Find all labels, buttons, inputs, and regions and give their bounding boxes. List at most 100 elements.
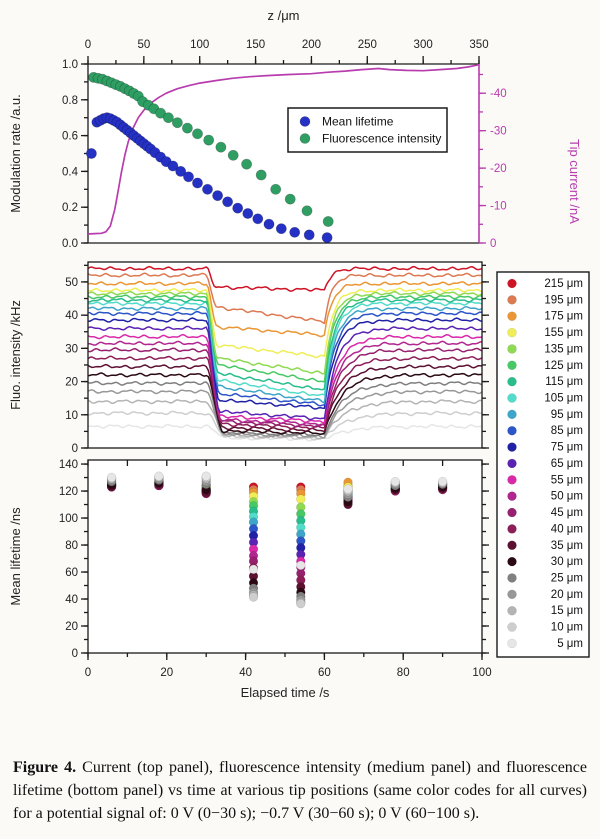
caption-text: Current (top panel), fluorescence intens… <box>13 759 588 823</box>
z-legend-item: 30 μm <box>507 556 583 568</box>
figure-caption: Figure 4. Current (top panel), fluoresce… <box>13 756 587 825</box>
intensity-curve-95μm <box>87 305 483 404</box>
tick-label: 50 μm <box>551 491 583 503</box>
z-legend-item: 175 μm <box>507 311 583 323</box>
tick-label: 140 <box>59 459 78 471</box>
z-legend-item: 135 μm <box>507 343 583 355</box>
tip-current-line <box>87 63 480 235</box>
top-panel <box>88 64 479 243</box>
tick-label: 1.0 <box>62 59 78 71</box>
mean-lifetime-series <box>86 112 333 243</box>
tick-label: 0.6 <box>62 131 78 143</box>
intensity-curve-75μm <box>87 317 483 410</box>
tick-label: -30 <box>490 126 507 138</box>
tick-label: 25 μm <box>551 572 583 584</box>
intensity-curve-65μm <box>87 325 483 421</box>
lifetime-cluster-t78 <box>390 476 400 496</box>
z-legend-item: 55 μm <box>507 474 583 486</box>
tick-label: 300 <box>414 39 433 51</box>
z-legend-item: 115 μm <box>507 376 583 388</box>
middle-axes: 0 10 20 30 40 50 Fluo. intensity /kHz <box>8 261 489 455</box>
tick-label: 100 <box>190 39 209 51</box>
intensity-curve-115μm <box>87 297 483 391</box>
z-position-legend: 215 μm 195 μm 175 μm 155 μm 135 μm 125 μm 115 … <box>496 271 590 658</box>
tick-label: 0 <box>72 443 78 455</box>
z-legend-item: 25 μm <box>507 572 583 584</box>
z-legend-item: 5 μm <box>507 638 583 650</box>
z-legend-item: 40 μm <box>507 523 583 535</box>
intensity-curve-105μm <box>87 301 483 397</box>
tick-label: -40 <box>490 88 507 100</box>
tick-label: 200 <box>302 39 321 51</box>
tick-label: 0.4 <box>62 166 79 178</box>
fluorescence-intensity-series <box>88 72 334 227</box>
intensity-curve-195μm <box>87 272 482 325</box>
tick-label: 0.2 <box>62 202 78 214</box>
tick-label: 60 <box>318 667 331 679</box>
tick-label: 20 <box>65 621 78 633</box>
tick-label: 40 μm <box>551 523 583 535</box>
intensity-curve-125μm <box>87 294 483 383</box>
tick-label: 10 <box>65 410 78 422</box>
tick-label: 15 μm <box>551 605 583 617</box>
tip-current-axis-title: Tip current /nA <box>567 139 582 224</box>
tick-label: 0.0 <box>62 238 78 250</box>
tick-label: 95 μm <box>551 409 583 421</box>
z-legend-item: 75 μm <box>507 442 583 454</box>
tick-label: 0 <box>72 648 78 660</box>
intensity-curves <box>87 265 483 442</box>
top-legend: Mean lifetime Fluorescence intensity <box>287 107 448 153</box>
tick-label: 30 μm <box>551 556 583 568</box>
top-right-axis: 0 -10 -20 -30 -40 Tip current /nA <box>478 64 582 250</box>
tick-label: 45 μm <box>551 507 583 519</box>
tick-label: 40 <box>65 594 78 606</box>
tick-label: 60 <box>65 567 78 579</box>
tick-label: 75 μm <box>551 442 583 454</box>
top-y-axis-title: Modulation rate /a.u. <box>8 94 23 213</box>
intensity-curve-55μm <box>87 333 483 424</box>
lifetime-cluster-t30 <box>201 471 211 499</box>
z-legend-item: 155 μm <box>507 327 583 339</box>
bottom-y-axis-title: Mean lifetime /ns <box>8 507 23 606</box>
tick-label: 10 μm <box>551 622 583 634</box>
tick-label: 55 μm <box>551 474 583 486</box>
tick-label: 50 <box>65 277 78 289</box>
intensity-curve-30μm <box>87 372 483 436</box>
tick-label: 0 <box>490 238 496 250</box>
tick-label: 80 <box>65 540 78 552</box>
z-legend-item: 125 μm <box>507 360 583 372</box>
tick-label: 100 <box>472 667 491 679</box>
tick-label: 155 μm <box>544 327 583 339</box>
z-legend-item: 35 μm <box>507 540 583 552</box>
tick-label: Elapsed time /s <box>241 685 330 700</box>
intensity-curve-35μm <box>87 363 483 433</box>
bottom-panel <box>87 459 483 654</box>
tick-label: 135 μm <box>544 343 583 355</box>
tick-label: 0 <box>85 667 91 679</box>
intensity-curve-40μm <box>87 355 483 430</box>
tick-label: z /μm <box>267 8 299 23</box>
tick-label: 0.8 <box>62 95 78 107</box>
tick-label: 150 <box>246 39 265 51</box>
z-legend-item: 65 μm <box>507 458 583 470</box>
tick-label: Fluorescence intensity <box>322 132 441 146</box>
z-legend-item: 85 μm <box>507 425 583 437</box>
tick-label: Mean lifetime <box>322 115 394 129</box>
z-legend-item: 45 μm <box>507 507 583 519</box>
lifetime-cluster-t66 <box>343 477 353 510</box>
z-legend-item: 195 μm <box>507 294 583 306</box>
tick-label: 85 μm <box>551 425 583 437</box>
tick-label: 100 <box>59 513 78 525</box>
tick-label: 105 μm <box>544 393 583 405</box>
intensity-curve-135μm <box>87 290 483 375</box>
lifetime-cluster-t6 <box>106 472 117 492</box>
tick-label: -20 <box>490 163 507 175</box>
tick-label: 65 μm <box>551 458 583 470</box>
z-legend-item: 50 μm <box>507 491 583 503</box>
tick-label: 125 μm <box>544 360 583 372</box>
tick-label: 40 <box>239 667 252 679</box>
tick-label: 0 <box>85 39 91 51</box>
tick-label: 20 μm <box>551 589 583 601</box>
